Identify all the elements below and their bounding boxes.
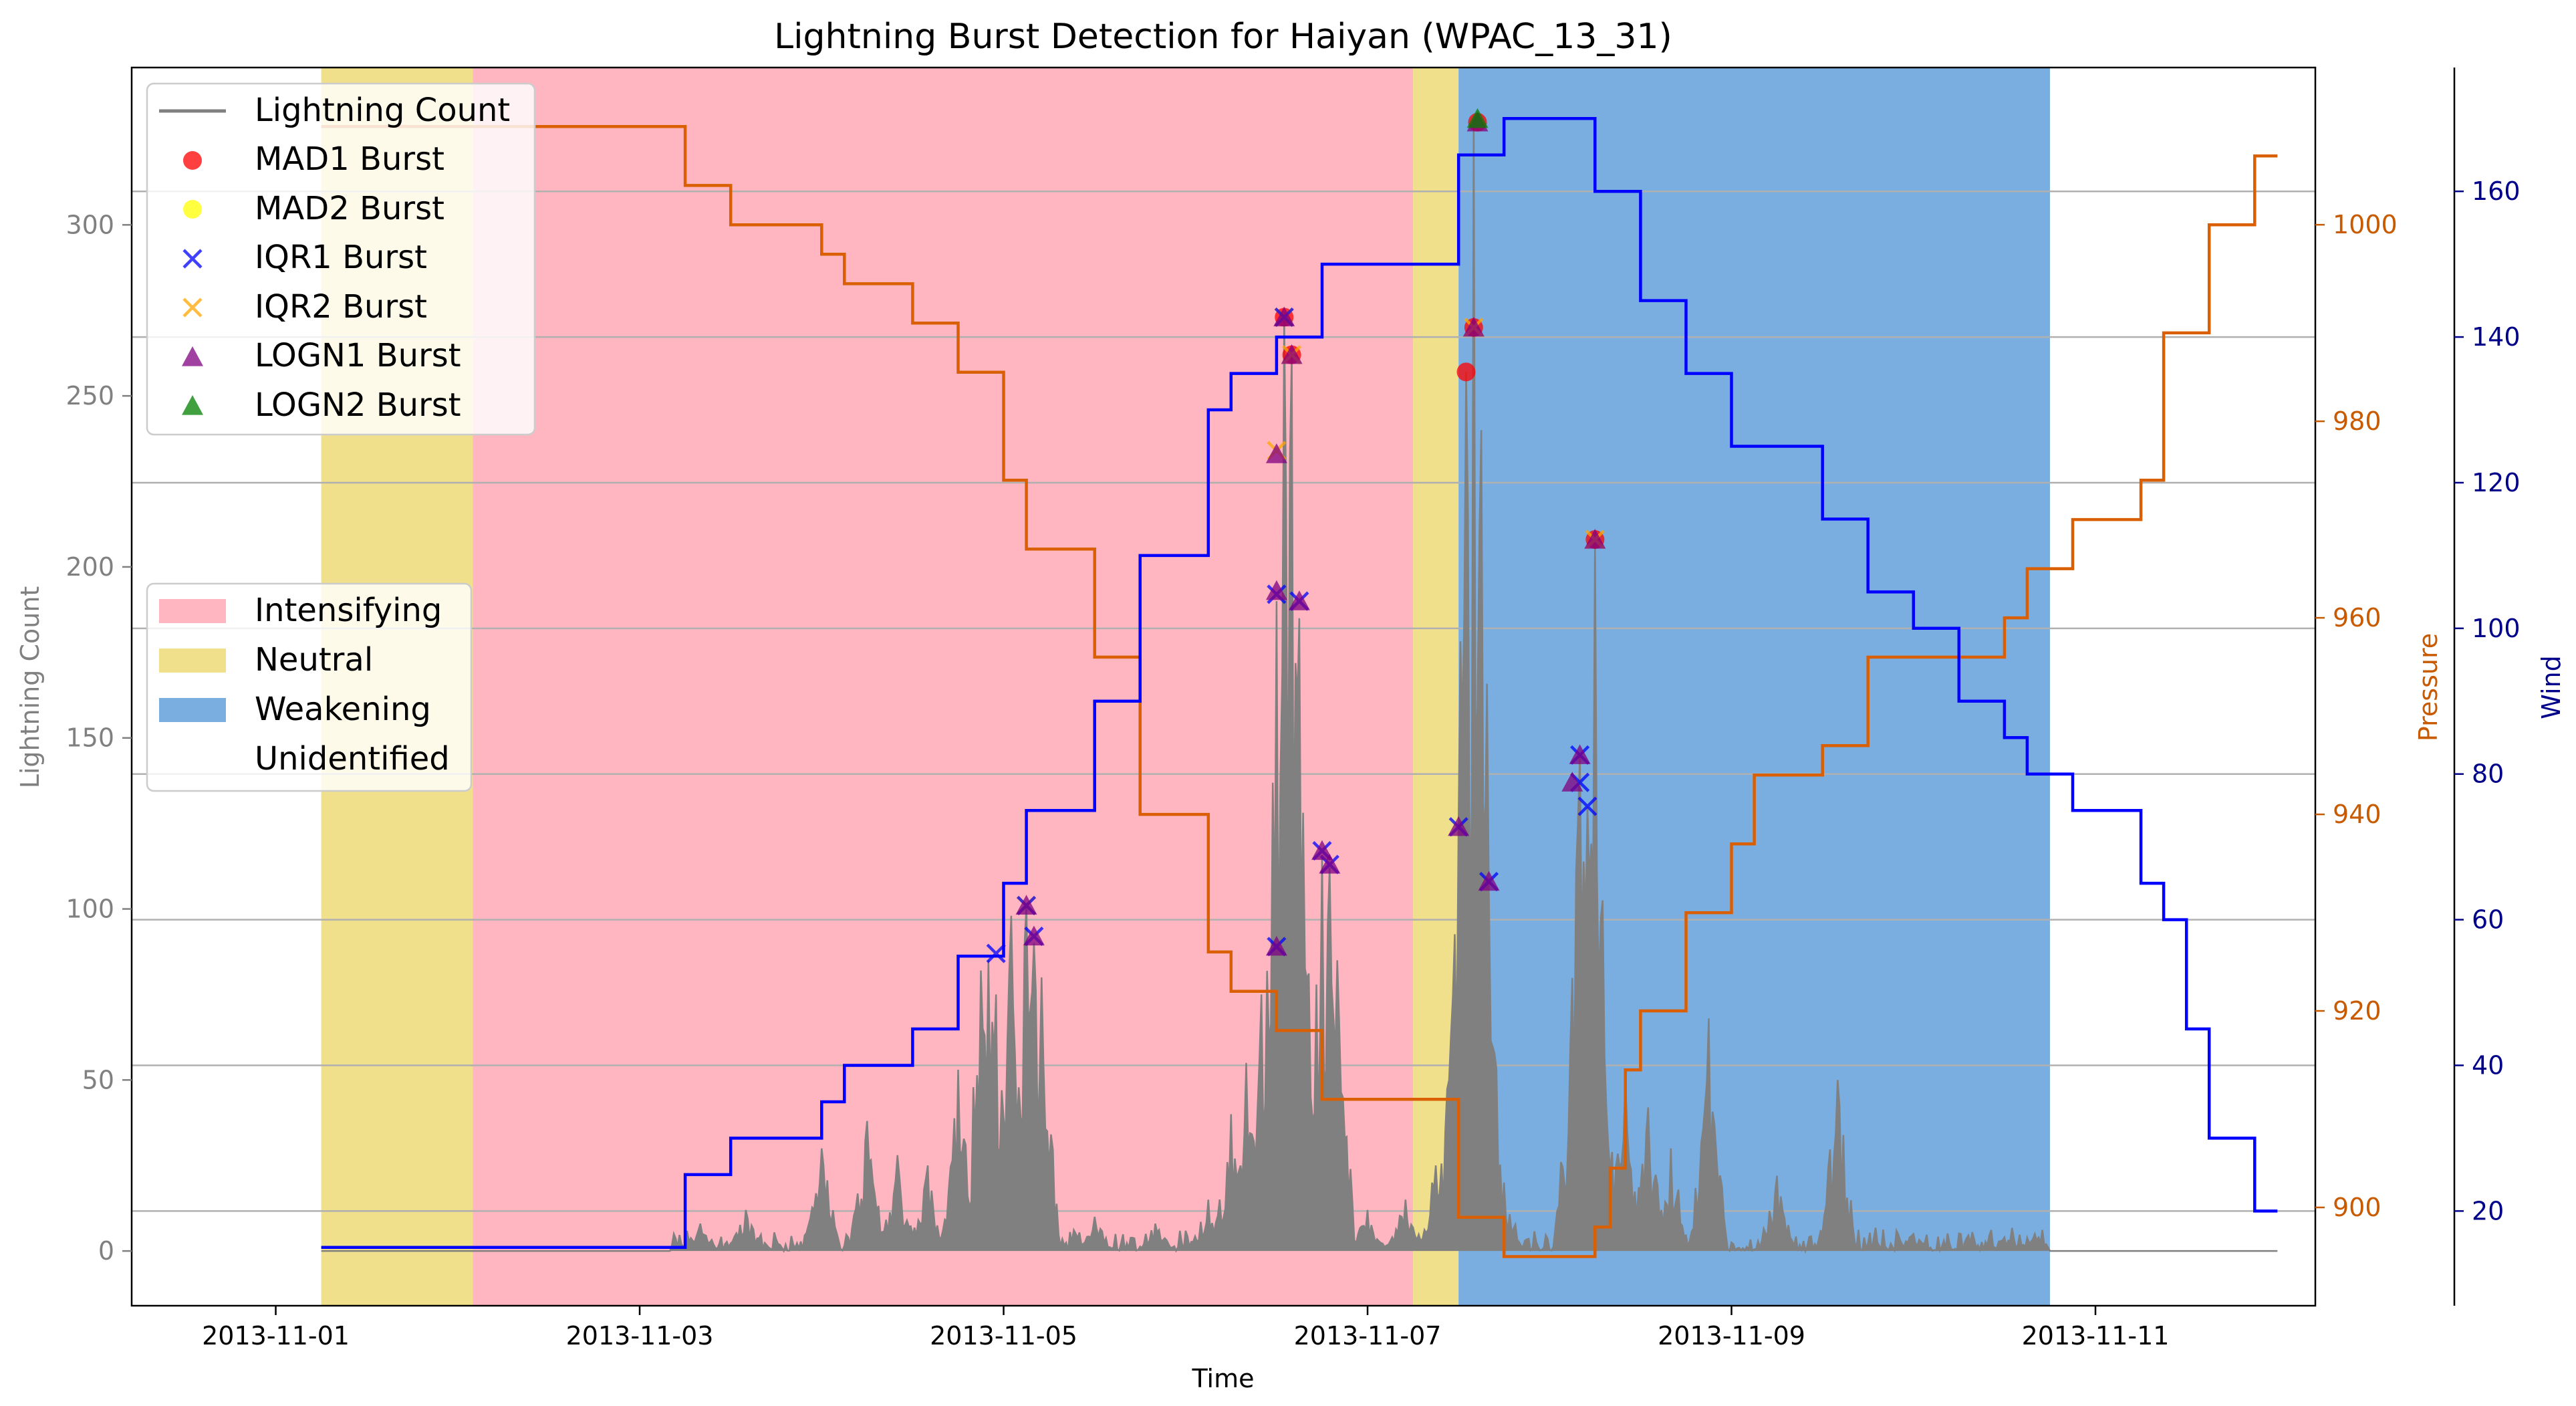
y-left-tick-label: 200: [66, 552, 114, 582]
iqr1-burst-marker-13: [1577, 796, 1597, 816]
legend-top: Lightning Count MAD1 Burst MAD2 Burst IQ…: [146, 82, 536, 436]
y-axis-label-wind: Wind: [2537, 655, 2566, 719]
pressure-tick-label: 960: [2333, 603, 2381, 632]
wind-tick-label: 20: [2472, 1196, 2504, 1225]
y-left-tick-label: 300: [66, 210, 114, 239]
legend-swatch-iqr2: [182, 298, 203, 318]
pressure-tick-label: 920: [2333, 996, 2381, 1026]
legend-swatch-mad1: [183, 151, 202, 170]
legend-swatch-intensifying: [159, 599, 226, 623]
legend-entry-mad1: MAD1 Burst: [255, 140, 444, 178]
logn1-burst-marker-1: [1023, 925, 1045, 946]
lightning-count-line: [321, 122, 2278, 1254]
logn1-burst-marker-8: [1311, 840, 1333, 860]
legend-top-frame: [146, 82, 536, 436]
y-left-tick-label: 250: [66, 381, 114, 411]
phase-shading: [321, 68, 2050, 1306]
wind-tick-label: 140: [2472, 322, 2521, 352]
y-axis-label-lightning: Lightning Count: [15, 586, 45, 789]
x-tick-label: 2013-11-05: [930, 1321, 1077, 1351]
legend-phase-frame: [146, 582, 473, 792]
wind-tick-label: 120: [2472, 468, 2521, 497]
y-axis-label-pressure: Pressure: [2414, 633, 2443, 741]
wind-tick-label: 60: [2472, 905, 2504, 935]
legend-entry-mad2: MAD2 Burst: [255, 190, 444, 227]
logn1-burst-marker-2: [1265, 935, 1287, 956]
x-tick-label: 2013-11-07: [1294, 1321, 1442, 1351]
lightning-series: [321, 122, 2278, 1254]
logn1-burst-marker-13: [1478, 870, 1500, 891]
phase-band-intensifying-1: [473, 68, 1414, 1306]
logn1-burst-marker-9: [1319, 854, 1341, 874]
x-tick-label: 2013-11-01: [202, 1321, 350, 1351]
logn1-burst-marker-11: [1462, 316, 1485, 337]
pressure-line: [321, 124, 2278, 1258]
legend-swatch-iqr1: [182, 249, 203, 269]
legend-phase-marks: [159, 599, 226, 722]
wind-series: [321, 117, 2278, 1250]
logn1-burst-marker-16: [1584, 529, 1606, 549]
logn2-burst-marker-0: [1466, 108, 1489, 128]
y-left-tick-label: 0: [98, 1236, 114, 1266]
legend-entry-neutral: Neutral: [255, 641, 373, 679]
chart-title: Lightning Burst Detection for Haiyan (WP…: [774, 17, 1672, 57]
pressure-series: [321, 124, 2278, 1258]
logn1-burst-marker-7: [1288, 590, 1310, 610]
legend-entry-lightning-count: Lightning Count: [255, 92, 510, 129]
pressure-tick-label: 940: [2333, 800, 2381, 829]
legend-swatch-weakening: [159, 698, 226, 722]
legend-entry-intensifying: Intensifying: [255, 592, 442, 629]
x-tick-label: 2013-11-03: [566, 1321, 714, 1351]
logn1-burst-marker-6: [1281, 344, 1303, 364]
phase-band-weakening-3: [1458, 68, 2050, 1306]
legend-entry-logn1: LOGN1 Burst: [255, 337, 461, 374]
logn1-burst-marker-3: [1265, 443, 1287, 463]
y-left-tick-label: 150: [66, 723, 114, 753]
axes: 2013-11-01 2013-11-03 2013-11-05 2013-11-07…: [66, 68, 2521, 1351]
pressure-tick-label: 980: [2333, 406, 2381, 436]
y-left-tick-label: 50: [82, 1065, 114, 1094]
y-left-tick-label: 100: [66, 895, 114, 924]
logn1-burst-marker-14: [1561, 772, 1583, 792]
logn1-burst-marker-15: [1569, 744, 1591, 764]
legend-swatch-neutral: [159, 649, 226, 673]
pressure-tick-label: 900: [2333, 1193, 2381, 1222]
plot-frame: [130, 66, 2317, 1307]
legend-entry-iqr2: IQR2 Burst: [255, 288, 427, 326]
x-tick-label: 2013-11-09: [1658, 1321, 1805, 1351]
burst-markers: [986, 108, 1606, 963]
legend-phase: Intensifying Neutral Weakening Unidentif…: [146, 582, 473, 792]
wind-tick-label: 160: [2472, 177, 2521, 206]
legend-entry-weakening: Weakening: [255, 691, 431, 728]
legend-entry-iqr1: IQR1 Burst: [255, 239, 427, 276]
x-tick-label: 2013-11-11: [2022, 1321, 2170, 1351]
logn1-burst-marker-0: [1015, 895, 1037, 915]
wind-tick-label: 100: [2472, 614, 2521, 643]
iqr1-burst-marker-0: [986, 943, 1006, 963]
wind-tick-label: 80: [2472, 759, 2504, 789]
mad1-burst-marker-2: [1456, 362, 1476, 382]
logn1-burst-marker-10: [1448, 816, 1470, 836]
wind-line: [321, 117, 2278, 1250]
wind-tick-label: 40: [2472, 1050, 2504, 1080]
logn1-burst-marker-4: [1265, 580, 1287, 600]
legend-swatch-logn1: [182, 346, 203, 366]
legend-entry-logn2: LOGN2 Burst: [255, 386, 461, 424]
legend-swatch-mad2: [183, 200, 202, 219]
legend-swatch-logn2: [182, 395, 203, 415]
x-axis-label: Time: [1192, 1364, 1255, 1393]
legend-top-marks: [159, 109, 226, 415]
pressure-tick-label: 1000: [2333, 210, 2398, 239]
legend-entry-unidentified: Unidentified: [255, 740, 450, 778]
logn1-burst-marker-5: [1273, 306, 1295, 327]
